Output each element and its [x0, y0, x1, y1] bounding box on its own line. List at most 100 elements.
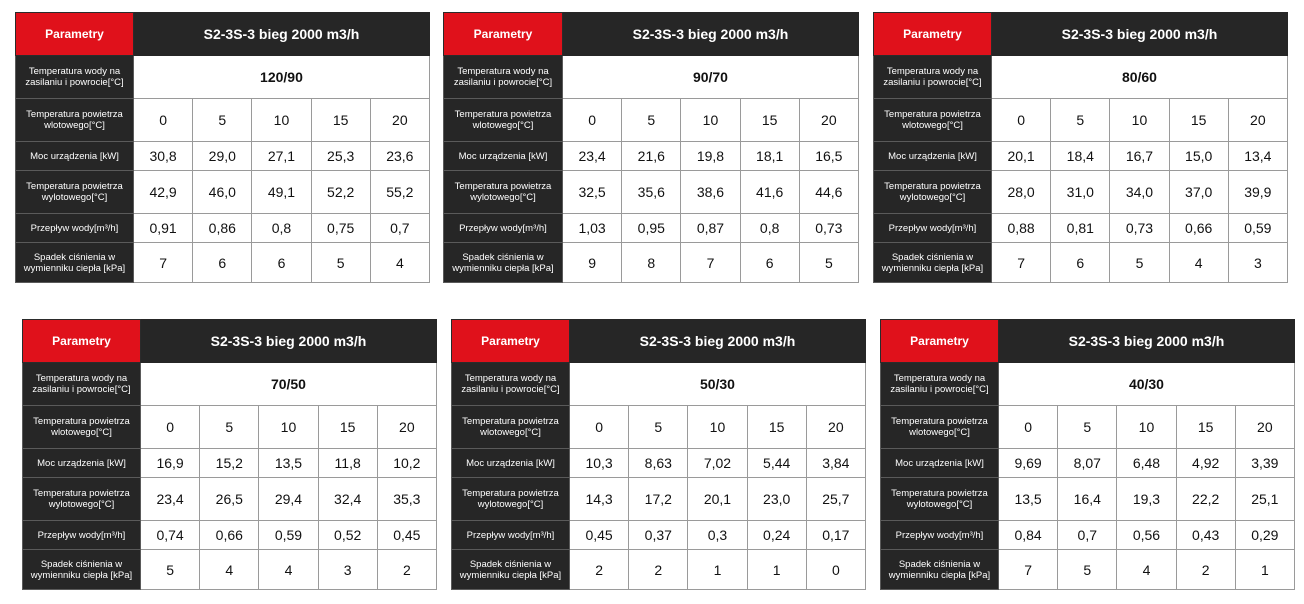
power-cell: 9,69 [997, 448, 1059, 478]
flow-cell: 0,86 [192, 213, 253, 243]
row-label: Spadek ciśnienia w wymienniku ciepła [kPa… [880, 549, 999, 590]
flow-cell: 0,59 [1227, 213, 1288, 243]
power-cell: 15,2 [199, 448, 260, 478]
inlet-temp-cell: 15 [310, 98, 371, 142]
pressure-drop-cell: 2 [1175, 549, 1236, 590]
pressure-drop-cell: 1 [687, 549, 748, 590]
outlet-temp-cell: 26,5 [199, 477, 260, 521]
row-label-line: wylotowego[°C] [48, 499, 115, 510]
row-label: Moc urządzenia [kW] [451, 448, 570, 478]
power-cell: 5,44 [746, 448, 807, 478]
row-label: Temperatura powietrza wlotowego[°C] [873, 98, 992, 142]
row-label-line: wlotowego[°C] [480, 427, 541, 438]
outlet-temp-cell: 25,1 [1234, 477, 1295, 521]
row-label: Temperatura powietrza wylotowego[°C] [15, 170, 134, 214]
power-cell: 30,8 [132, 141, 194, 171]
row-label-line: wylotowego[°C] [470, 192, 536, 203]
water-temp-value: 50/30 [569, 362, 866, 406]
inlet-temp-cell: 0 [132, 98, 194, 142]
water-temp-value: 40/30 [998, 362, 1295, 406]
flow-cell: 0,7 [369, 213, 430, 243]
pressure-drop-cell: 9 [561, 242, 623, 283]
row-label: Przepływ wody[m³/h] [451, 520, 570, 550]
power-cell: 4,92 [1175, 448, 1236, 478]
table-title: S2-3S-3 bieg 2000 m3/h [562, 12, 859, 56]
pressure-drop-cell: 6 [192, 242, 253, 283]
pressure-drop-cell: 5 [310, 242, 371, 283]
row-label-line: wymienniku ciepła [kPa] [23, 262, 126, 274]
pressure-drop-cell: 0 [805, 549, 866, 590]
pressure-drop-cell: 7 [680, 242, 741, 283]
row-label: Moc urządzenia [kW] [873, 141, 992, 171]
inlet-temp-cell: 10 [251, 98, 312, 142]
row-label-line: wylotowego[°C] [41, 192, 108, 203]
pressure-drop-cell: 5 [1109, 242, 1170, 283]
inlet-temp-cell: 20 [369, 98, 430, 142]
pressure-drop-cell: 7 [990, 242, 1052, 283]
row-label-line: zasilaniu i powrocie[°C] [453, 77, 553, 88]
row-label-line: Temperatura wody na [893, 373, 986, 384]
outlet-temp-cell: 22,2 [1175, 477, 1236, 521]
inlet-temp-cell: 20 [1234, 405, 1295, 449]
inlet-temp-cell: 20 [1227, 98, 1288, 142]
inlet-temp-cell: 15 [1175, 405, 1236, 449]
row-label-line: zasilaniu i powrocie[°C] [25, 77, 124, 88]
row-label-line: wlotowego[°C] [44, 120, 105, 131]
row-label: Spadek ciśnienia w wymienniku ciepła [kPa… [15, 242, 134, 283]
row-label: Temperatura powietrza wylotowego[°C] [443, 170, 563, 214]
power-cell: 16,9 [139, 448, 201, 478]
row-label: Spadek ciśnienia w wymienniku ciepła [kPa… [873, 242, 992, 283]
row-label-line: Temperatura powietrza [884, 181, 981, 192]
power-cell: 23,6 [369, 141, 430, 171]
outlet-temp-cell: 23,0 [746, 477, 807, 521]
inlet-temp-cell: 5 [199, 405, 260, 449]
row-label-line: Temperatura wody na [464, 373, 557, 384]
row-label: Temperatura wody na zasilaniu i powrocie[… [451, 362, 570, 406]
row-label-line: Temperatura powietrza [26, 181, 123, 192]
row-label-line: Spadek ciśnienia w [469, 558, 552, 570]
outlet-temp-cell: 13,5 [997, 477, 1059, 521]
row-label: Temperatura powietrza wylotowego[°C] [880, 477, 999, 521]
pressure-drop-cell: 4 [1168, 242, 1229, 283]
outlet-temp-cell: 16,4 [1057, 477, 1118, 521]
power-cell: 18,4 [1050, 141, 1111, 171]
row-label-line: zasilaniu i powrocie[°C] [883, 77, 982, 88]
power-cell: 23,4 [561, 141, 623, 171]
row-label-line: Temperatura wody na [457, 66, 549, 77]
row-label-line: wylotowego[°C] [477, 499, 544, 510]
flow-cell: 0,24 [746, 520, 807, 550]
performance-table: Parametry S2-3S-3 bieg 2000 m3/h Temperatu… [22, 319, 437, 590]
outlet-temp-cell: 55,2 [369, 170, 430, 214]
row-label: Moc urządzenia [kW] [22, 448, 141, 478]
outlet-temp-cell: 29,4 [258, 477, 319, 521]
power-cell: 8,07 [1057, 448, 1118, 478]
row-label-line: Temperatura wody na [35, 373, 128, 384]
pressure-drop-cell: 6 [1050, 242, 1111, 283]
outlet-temp-cell: 49,1 [251, 170, 312, 214]
flow-cell: 0,8 [739, 213, 800, 243]
row-label: Temperatura wody na zasilaniu i powrocie[… [22, 362, 141, 406]
table-title: S2-3S-3 bieg 2000 m3/h [991, 12, 1288, 56]
row-label-line: wymienniku ciepła [kPa] [459, 569, 562, 581]
row-label: Temperatura powietrza wlotowego[°C] [880, 405, 999, 449]
outlet-temp-cell: 14,3 [568, 477, 630, 521]
inlet-temp-cell: 5 [1057, 405, 1118, 449]
power-cell: 13,4 [1227, 141, 1288, 171]
row-label: Przepływ wody[m³/h] [22, 520, 141, 550]
row-label-line: Spadek ciśnienia w [40, 558, 123, 570]
performance-table: Parametry S2-3S-3 bieg 2000 m3/h Temperatu… [443, 12, 859, 283]
row-label-line: Temperatura powietrza [26, 109, 123, 120]
row-label: Przepływ wody[m³/h] [873, 213, 992, 243]
flow-cell: 0,43 [1175, 520, 1236, 550]
inlet-temp-cell: 0 [997, 405, 1059, 449]
inlet-temp-cell: 20 [798, 98, 859, 142]
power-cell: 13,5 [258, 448, 319, 478]
row-label: Spadek ciśnienia w wymienniku ciepła [kPa… [443, 242, 563, 283]
pressure-drop-cell: 2 [628, 549, 689, 590]
inlet-temp-cell: 10 [1109, 98, 1170, 142]
flow-cell: 0,45 [376, 520, 437, 550]
flow-cell: 0,37 [628, 520, 689, 550]
outlet-temp-cell: 41,6 [739, 170, 800, 214]
row-label-line: wymienniku ciepła [kPa] [881, 262, 984, 274]
outlet-temp-cell: 32,5 [561, 170, 623, 214]
